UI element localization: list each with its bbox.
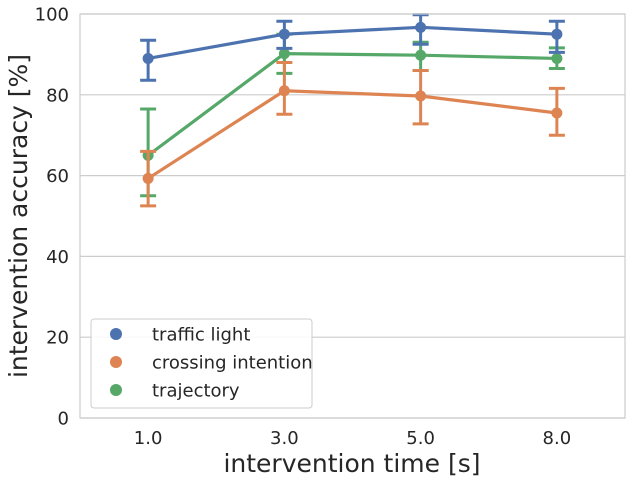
series-traffic-light [140,13,565,82]
data-point [551,28,563,40]
series-line [147,51,557,157]
x-axis-label: intervention time [s] [223,449,480,478]
series-layer [140,13,565,208]
series-line [147,25,557,61]
y-tick-labels: 0 20 40 60 80 100 [35,5,69,430]
legend-label: crossing intention [152,353,313,374]
series-trajectory [140,32,565,198]
legend: traffic light crossing intention trajector… [90,318,313,409]
legend-marker [110,356,122,368]
data-point [415,49,427,61]
legend-item: crossing intention [110,353,313,374]
x-tick-label: 5.0 [406,428,435,449]
data-point [142,52,154,64]
data-point [551,52,563,64]
y-axis-label: intervention accuracy [%] [4,54,33,378]
legend-marker [110,328,122,340]
legend-label: traffic light [152,325,250,346]
data-point [278,48,290,60]
plot-frame [79,13,626,419]
legend-marker [110,384,122,396]
legend-item: trajectory [110,381,240,402]
series-line [147,89,558,180]
data-point [278,28,290,40]
series-crossing-intention [140,60,565,208]
x-tick-labels: 1.0 3.0 5.0 8.0 [134,428,571,449]
y-tick-label: 40 [46,247,69,268]
x-tick-label: 3.0 [270,428,299,449]
x-tick-label: 8.0 [543,428,572,449]
y-tick-label: 60 [46,166,69,187]
y-tick-label: 20 [46,328,69,349]
data-point [415,21,427,33]
data-point [142,172,154,184]
y-tick-label: 100 [35,5,69,26]
legend-box [90,318,313,409]
y-tick-label: 80 [46,85,69,106]
data-point [551,107,563,119]
data-point [415,90,427,102]
legend-label: trajectory [152,381,240,402]
y-tick-label: 0 [58,409,69,430]
legend-item: traffic light [110,325,250,346]
data-point [278,85,290,97]
x-tick-label: 1.0 [134,428,163,449]
